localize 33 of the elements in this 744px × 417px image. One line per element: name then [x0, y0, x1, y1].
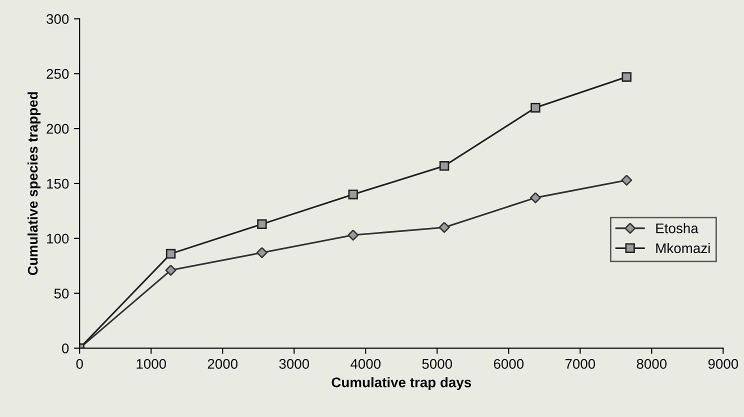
- y-tick-label: 0: [62, 344, 69, 354]
- point: [165, 264, 176, 276]
- x-tick-label: 4000: [350, 358, 381, 369]
- y-tick-label: 50: [54, 288, 69, 298]
- x-tick-label: 5000: [422, 358, 452, 369]
- point: [439, 161, 450, 171]
- x-tick-label: 6000: [494, 358, 524, 369]
- x-tick-label: 2000: [208, 358, 238, 369]
- point: [438, 222, 450, 233]
- y-tick-label: 150: [47, 178, 69, 189]
- point: [257, 219, 267, 229]
- y-tick-label: 300: [46, 14, 69, 24]
- x-tick-label: 0: [76, 358, 83, 369]
- point: [530, 192, 542, 204]
- point: [256, 247, 268, 258]
- point: [621, 174, 632, 186]
- point: [166, 248, 176, 259]
- x-tick-label: 3000: [279, 358, 310, 369]
- x-tick-label: 9000: [708, 358, 738, 369]
- x-tick-label: 8000: [636, 358, 667, 369]
- x-tick-label: 7000: [565, 358, 596, 369]
- point: [530, 102, 540, 113]
- x-axis-title: Cumulative trap days: [332, 377, 472, 390]
- legend-label: Etosha: [656, 223, 698, 234]
- x-tick-label: 1000: [136, 358, 166, 369]
- point: [622, 72, 632, 82]
- y-tick-label: 200: [46, 124, 69, 134]
- y-axis-title: Cumulative species trapped: [28, 92, 40, 276]
- legend-label: Mkomazi: [656, 242, 710, 254]
- y-tick-label: 100: [47, 234, 69, 244]
- point: [348, 230, 359, 241]
- y-tick-label: 250: [46, 69, 69, 79]
- point: [348, 190, 358, 200]
